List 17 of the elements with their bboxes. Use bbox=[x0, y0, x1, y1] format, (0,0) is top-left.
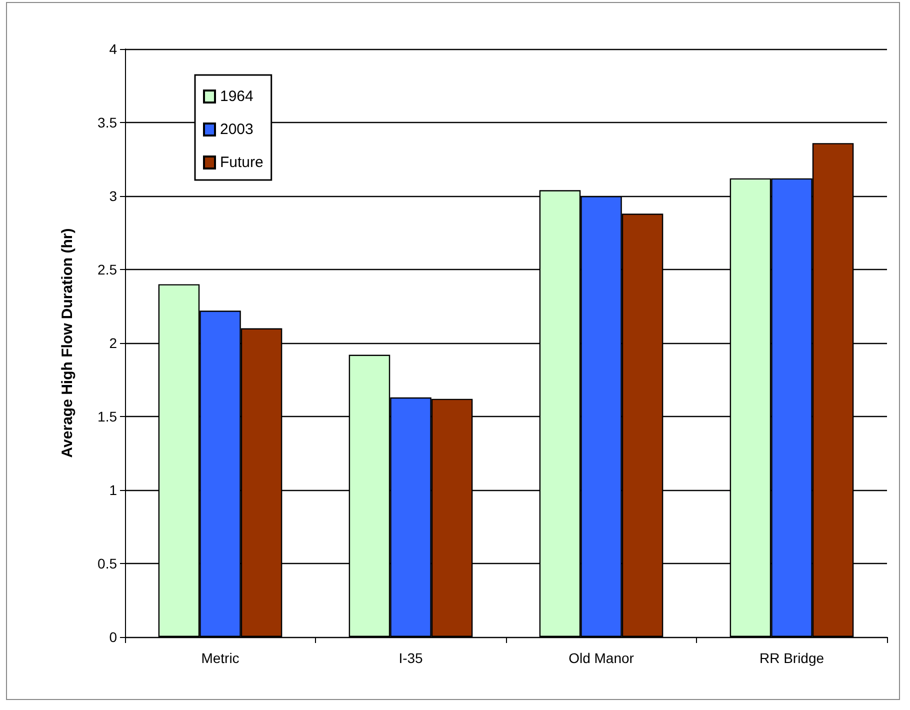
y-tick-label: 3 bbox=[109, 188, 118, 204]
x-tick-label: I-35 bbox=[398, 650, 424, 666]
x-tick-label: Old Manor bbox=[568, 650, 634, 666]
y-axis-title: Average High Flow Duration (hr) bbox=[59, 228, 76, 458]
y-tick-label: 1.5 bbox=[98, 408, 118, 424]
legend-label: 2003 bbox=[220, 121, 254, 138]
legend-label: 1964 bbox=[220, 88, 254, 105]
y-tick-label: 3.5 bbox=[98, 114, 118, 130]
y-tick-label: 1 bbox=[109, 482, 118, 498]
y-tick-label: 2.5 bbox=[98, 262, 118, 278]
y-tick-label: 0.5 bbox=[98, 556, 118, 572]
y-tick-label: 0 bbox=[109, 629, 118, 645]
x-tick-label: RR Bridge bbox=[759, 650, 824, 666]
legend-label: Future bbox=[220, 154, 264, 171]
x-tick-label: Metric bbox=[201, 650, 240, 666]
y-tick-label: 2 bbox=[109, 335, 118, 351]
y-tick-label: 4 bbox=[109, 41, 118, 57]
